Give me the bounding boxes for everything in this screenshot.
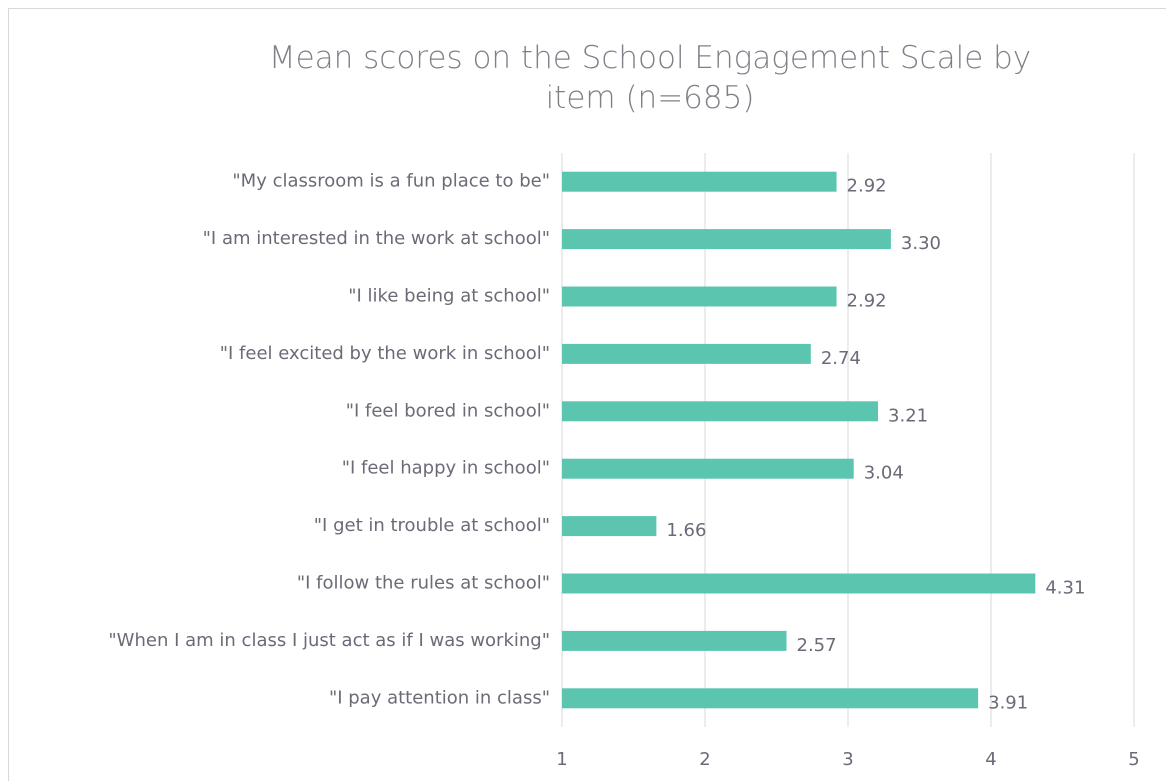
bar [562,688,979,709]
value-label: 2.92 [847,176,887,197]
x-tick-label: 5 [1128,749,1139,770]
bar [562,229,891,250]
value-label: 2.74 [821,348,861,369]
bar [562,630,787,651]
value-label: 1.66 [666,520,706,541]
value-label: 3.30 [901,233,941,254]
bar [562,343,811,364]
bar [562,516,657,537]
category-label: "I am interested in the work at school" [203,228,550,249]
bar [562,286,837,307]
category-label: "I feel happy in school" [342,458,550,479]
category-label: "I follow the rules at school" [297,573,550,594]
value-label: 2.57 [797,635,837,656]
value-label: 4.31 [1045,578,1085,599]
x-tick-label: 3 [842,749,853,770]
x-tick-label: 2 [699,749,710,770]
value-label: 2.92 [847,291,887,312]
category-label: "I like being at school" [348,286,550,307]
value-label: 3.04 [864,463,904,484]
x-tick-label: 4 [985,749,996,770]
category-label: "I get in trouble at school" [314,515,550,536]
category-label: "My classroom is a fun place to be" [232,171,550,192]
bar [562,401,879,422]
chart-frame [8,8,1166,781]
value-label: 3.91 [988,692,1028,713]
category-label: "I feel excited by the work in school" [220,343,550,364]
bar [562,573,1036,594]
category-label: "I feel bored in school" [346,400,550,421]
bar [562,458,854,479]
chart-title: Mean scores on the School Engagement Sca… [268,40,1032,116]
category-label: "I pay attention in class" [329,687,550,708]
category-label: "When I am in class I just act as if I w… [108,630,550,651]
x-tick-label: 1 [556,749,567,770]
value-label: 3.21 [888,405,928,426]
bar [562,171,837,192]
